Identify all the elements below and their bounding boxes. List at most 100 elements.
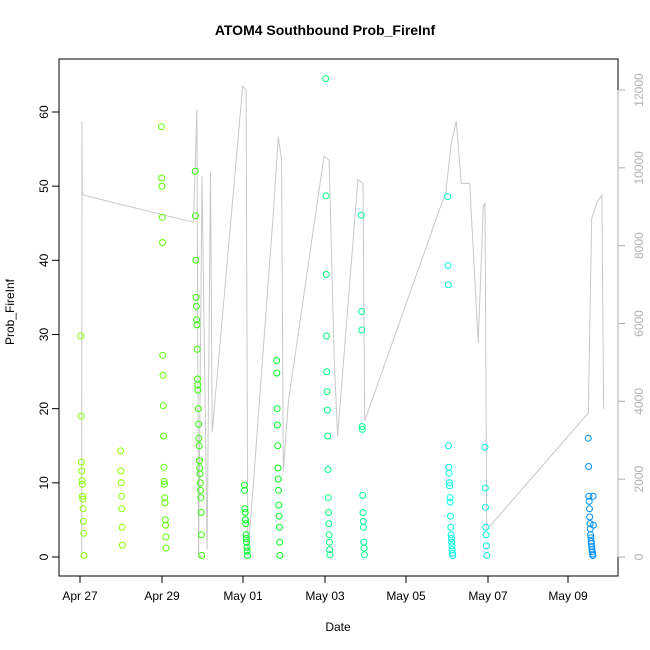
data-point (324, 432, 332, 440)
data-point (79, 505, 87, 513)
data-point (79, 495, 87, 503)
data-point (160, 477, 168, 485)
data-point (242, 516, 249, 524)
data-point (117, 447, 125, 455)
data-point (79, 517, 87, 525)
data-point (359, 517, 367, 525)
y2-tick-label: 12000 (632, 73, 646, 107)
plot-area (58, 58, 619, 577)
y-tick-label: 20 (37, 402, 51, 416)
data-point (586, 513, 594, 521)
data-point (325, 538, 333, 546)
data-point (445, 442, 452, 450)
data-point (244, 552, 251, 559)
data-point (160, 432, 168, 440)
data-point (159, 239, 166, 246)
data-point (192, 293, 200, 301)
data-point (585, 492, 593, 500)
x-tick-label: May 09 (548, 589, 588, 603)
data-point (447, 523, 455, 531)
y-axis-label: Prob_FireInf (3, 278, 17, 345)
data-point (359, 509, 367, 516)
data-point (589, 552, 597, 559)
data-point (360, 551, 368, 559)
y2-tick-label: 2000 (632, 465, 646, 492)
data-point (194, 381, 202, 389)
data-point (162, 544, 170, 552)
data-point (445, 469, 453, 477)
data-point (77, 412, 85, 420)
data-point (159, 351, 167, 359)
y-tick-label: 30 (37, 328, 51, 342)
data-point (275, 523, 283, 531)
data-point (445, 479, 453, 487)
data-point (449, 552, 457, 559)
data-point (274, 464, 282, 472)
data-point (159, 371, 167, 379)
data-point (197, 494, 205, 502)
data-point (446, 498, 454, 506)
data-point (324, 466, 332, 473)
data-point (80, 552, 88, 559)
data-point (158, 182, 166, 190)
data-point (193, 321, 201, 329)
data-point (585, 463, 593, 470)
data-point (444, 262, 452, 269)
y-tick-label: 10 (37, 476, 51, 490)
data-point (161, 516, 169, 524)
data-point (444, 193, 452, 200)
data-point (243, 547, 251, 555)
data-point (198, 552, 206, 559)
data-point (444, 281, 452, 289)
y-tick-label: 50 (37, 179, 51, 193)
data-point (196, 470, 204, 478)
data-point (197, 531, 205, 539)
data-point (482, 523, 490, 531)
data-point (273, 357, 281, 364)
data-point (588, 543, 596, 551)
data-point (162, 533, 170, 541)
data-point (195, 434, 203, 442)
x-tick-label: Apr 29 (144, 589, 180, 603)
data-point (326, 551, 334, 559)
data-point (273, 405, 281, 413)
data-point (160, 463, 168, 471)
data-point (193, 345, 201, 353)
y2-tick-label: 10000 (632, 151, 646, 185)
data-point (589, 492, 597, 500)
data-point (159, 402, 167, 410)
data-point (483, 552, 491, 559)
data-point (192, 256, 200, 264)
data-point (273, 369, 281, 377)
data-point (243, 538, 251, 546)
data-point (360, 544, 368, 552)
data-point (448, 542, 456, 550)
data-point (358, 308, 366, 315)
data-point (325, 520, 333, 528)
y2-tick-label: 6000 (632, 310, 646, 337)
data-point (274, 475, 282, 483)
data-point (589, 521, 597, 529)
data-point (276, 552, 284, 559)
x-axis: Apr 27 Apr 29 May 01 May 03 May 05 May 07 May … (62, 575, 588, 603)
data-point (196, 457, 203, 465)
data-point (323, 368, 331, 376)
data-point (197, 486, 205, 494)
data-point (117, 479, 125, 487)
y2-axis: 0 2000 4000 6000 8000 10000 12000 (617, 73, 646, 560)
data-point (358, 425, 366, 433)
data-point (482, 503, 489, 511)
y-tick-label: 40 (37, 253, 51, 267)
data-point (161, 499, 169, 507)
data-point (241, 509, 249, 516)
data-point (447, 512, 454, 520)
y-axis: 0 10 20 30 40 50 60 (37, 105, 60, 560)
data-point (118, 523, 126, 531)
data-point (192, 302, 200, 310)
data-point (242, 531, 250, 539)
data-point (274, 442, 282, 450)
data-point (275, 512, 283, 520)
y-tick-label: 0 (37, 553, 51, 560)
data-point (195, 420, 203, 428)
x-tick-label: May 07 (468, 589, 508, 603)
